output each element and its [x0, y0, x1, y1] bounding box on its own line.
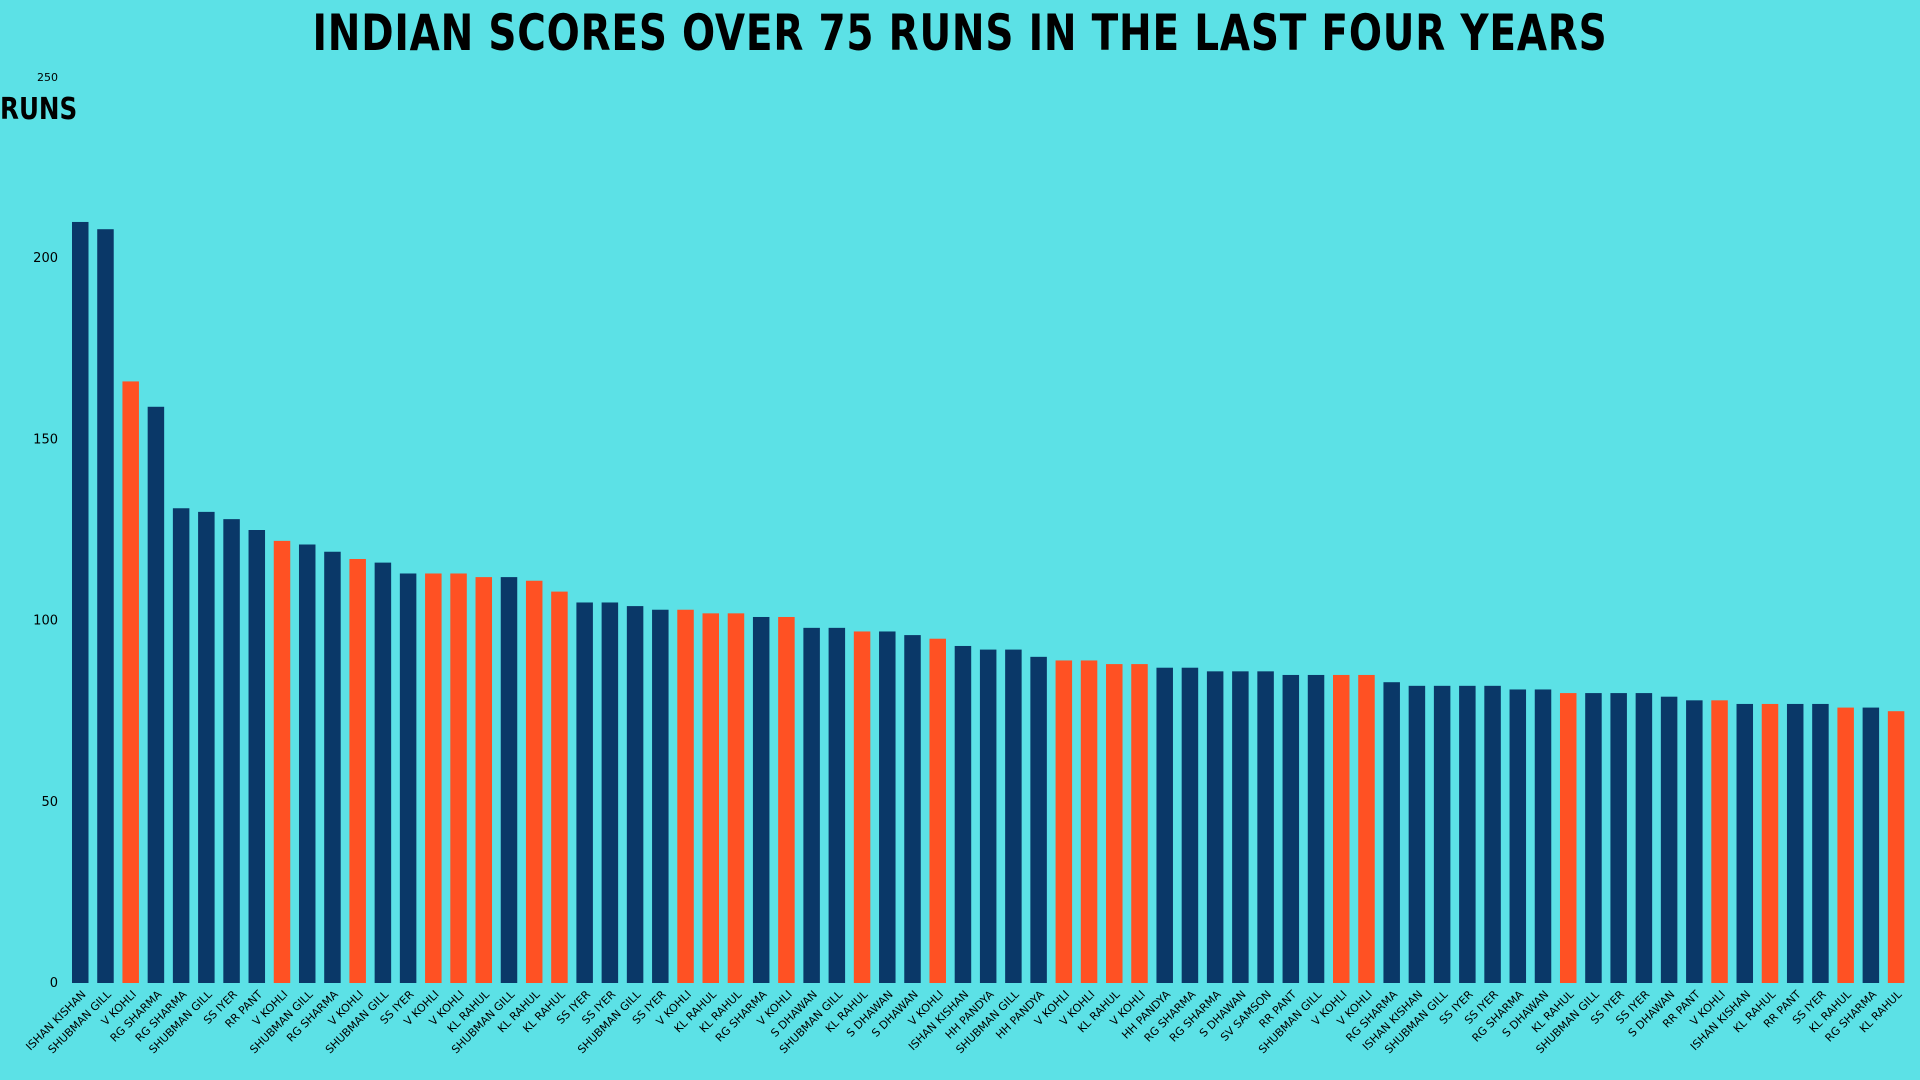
bar — [879, 631, 896, 983]
bar — [853, 631, 871, 983]
bar — [500, 577, 518, 983]
bar — [525, 580, 543, 983]
y-tick-label: 0 — [50, 976, 58, 991]
bar — [1711, 700, 1728, 983]
bar — [248, 530, 266, 983]
bar — [72, 221, 89, 983]
bar — [1106, 664, 1123, 983]
bar — [551, 591, 568, 983]
y-tick-label: 250 — [37, 71, 58, 84]
bar — [425, 573, 442, 983]
bar — [1232, 671, 1249, 983]
bar — [1736, 703, 1754, 983]
bar — [475, 577, 493, 983]
bar — [1080, 660, 1098, 983]
bar — [1610, 693, 1627, 983]
bar — [601, 602, 619, 983]
y-tick-label: 100 — [33, 614, 58, 629]
bar — [702, 613, 719, 983]
y-tick-label: 200 — [33, 251, 58, 266]
bar — [1837, 707, 1854, 983]
bar — [1408, 685, 1426, 983]
bar — [576, 602, 593, 983]
bar — [1585, 693, 1602, 983]
bar — [929, 638, 946, 983]
bar — [122, 381, 139, 983]
bar — [1333, 674, 1350, 983]
bar — [1282, 674, 1300, 983]
bar — [1686, 700, 1703, 983]
bar — [626, 606, 644, 983]
bar — [399, 573, 417, 983]
bar — [298, 544, 316, 983]
bar — [1887, 711, 1905, 983]
bar — [677, 609, 694, 983]
bar — [979, 649, 997, 983]
bar — [1383, 682, 1400, 983]
bar — [904, 635, 921, 983]
bar — [1534, 689, 1552, 983]
bar — [727, 613, 745, 983]
bar — [1484, 685, 1501, 983]
bar — [1257, 671, 1274, 983]
bar — [450, 573, 467, 983]
bar — [1786, 703, 1804, 983]
bar — [803, 627, 820, 983]
y-tick-label: 50 — [41, 795, 58, 810]
bar — [652, 609, 669, 983]
bar — [223, 519, 240, 983]
bar — [1156, 667, 1173, 983]
bar — [1862, 707, 1880, 983]
bar — [1509, 689, 1527, 983]
bar — [349, 558, 366, 983]
y-axis-label: RUNS — [0, 92, 78, 127]
bar — [1459, 685, 1476, 983]
bar — [273, 540, 291, 983]
bar — [172, 508, 190, 983]
bar — [1030, 656, 1047, 983]
bar — [198, 511, 215, 983]
bar — [374, 562, 392, 983]
bar — [1660, 696, 1678, 983]
bar — [1635, 693, 1653, 983]
bar — [1206, 671, 1224, 983]
bar — [1761, 703, 1779, 983]
bar — [1433, 685, 1451, 983]
y-tick-label: 150 — [33, 432, 58, 447]
bar — [1307, 674, 1325, 983]
bar — [1005, 649, 1022, 983]
bar — [1559, 693, 1577, 983]
chart-title: INDIAN SCORES OVER 75 RUNS IN THE LAST F… — [312, 4, 1608, 62]
bar — [954, 645, 972, 983]
bar — [97, 229, 114, 983]
bar — [1055, 660, 1073, 983]
bar — [1812, 703, 1829, 983]
bar — [752, 616, 770, 983]
bar — [1181, 667, 1199, 983]
bar — [778, 616, 795, 983]
bar — [828, 627, 846, 983]
bar — [1131, 664, 1148, 983]
bar — [324, 551, 341, 983]
bar — [147, 406, 165, 983]
bar — [1358, 674, 1375, 983]
